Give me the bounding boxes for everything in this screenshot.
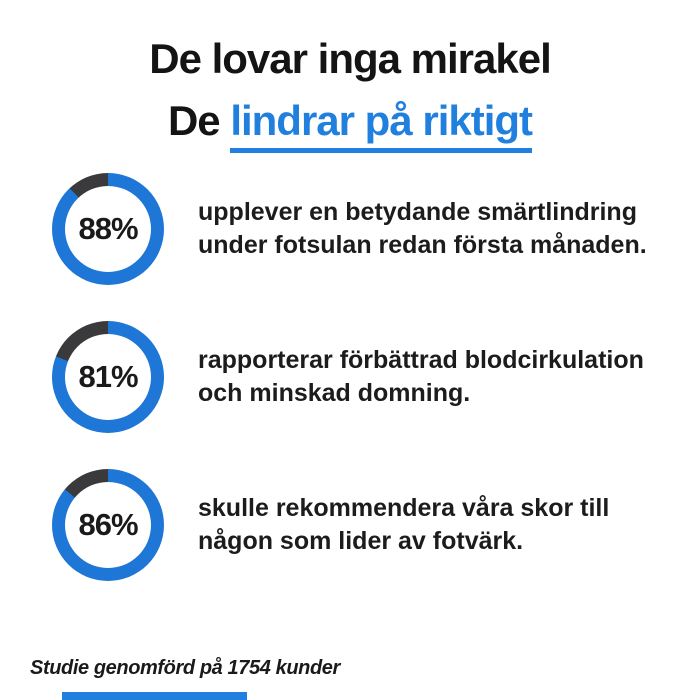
stat-row-1: 88% upplever en betydande smärtlindring … — [52, 172, 700, 285]
stat-row-2: 81% rapporterar förbättrad blodcirkulati… — [52, 320, 700, 433]
study-footnote: Studie genomförd på 1754 kunder — [30, 657, 340, 679]
title-line2-prefix: De — [167, 97, 231, 145]
stats-list: 88% upplever en betydande smärtlindring … — [0, 172, 700, 581]
bottom-accent-bar — [62, 692, 247, 700]
title-line1: De lovar inga mirakel — [149, 35, 552, 82]
donut-chart-81: 81% — [52, 320, 164, 433]
percent-label-86: 86% — [78, 506, 138, 542]
donut-hole: 86% — [65, 481, 151, 568]
header: De lovar inga mirakel De lindrar på rikt… — [0, 0, 700, 153]
stat-row-3: 86% skulle rekommendera våra skor till n… — [52, 468, 700, 581]
percent-label-88: 88% — [78, 210, 138, 246]
donut-chart-88: 88% — [52, 172, 164, 285]
donut-chart-86: 86% — [52, 468, 164, 581]
percent-label-81: 81% — [78, 358, 138, 394]
title-link[interactable]: lindrar på riktigt — [230, 96, 533, 153]
donut-hole: 88% — [65, 185, 151, 272]
donut-hole: 81% — [65, 333, 151, 420]
stat-caption-3: skulle rekommendera våra skor till någon… — [198, 493, 610, 555]
stat-caption-1: upplever en betydande smärtlindring unde… — [198, 197, 647, 259]
title-line2: De lindrar på riktigt — [0, 96, 700, 153]
stat-caption-2: rapporterar förbättrad blodcirkulation o… — [198, 345, 644, 407]
